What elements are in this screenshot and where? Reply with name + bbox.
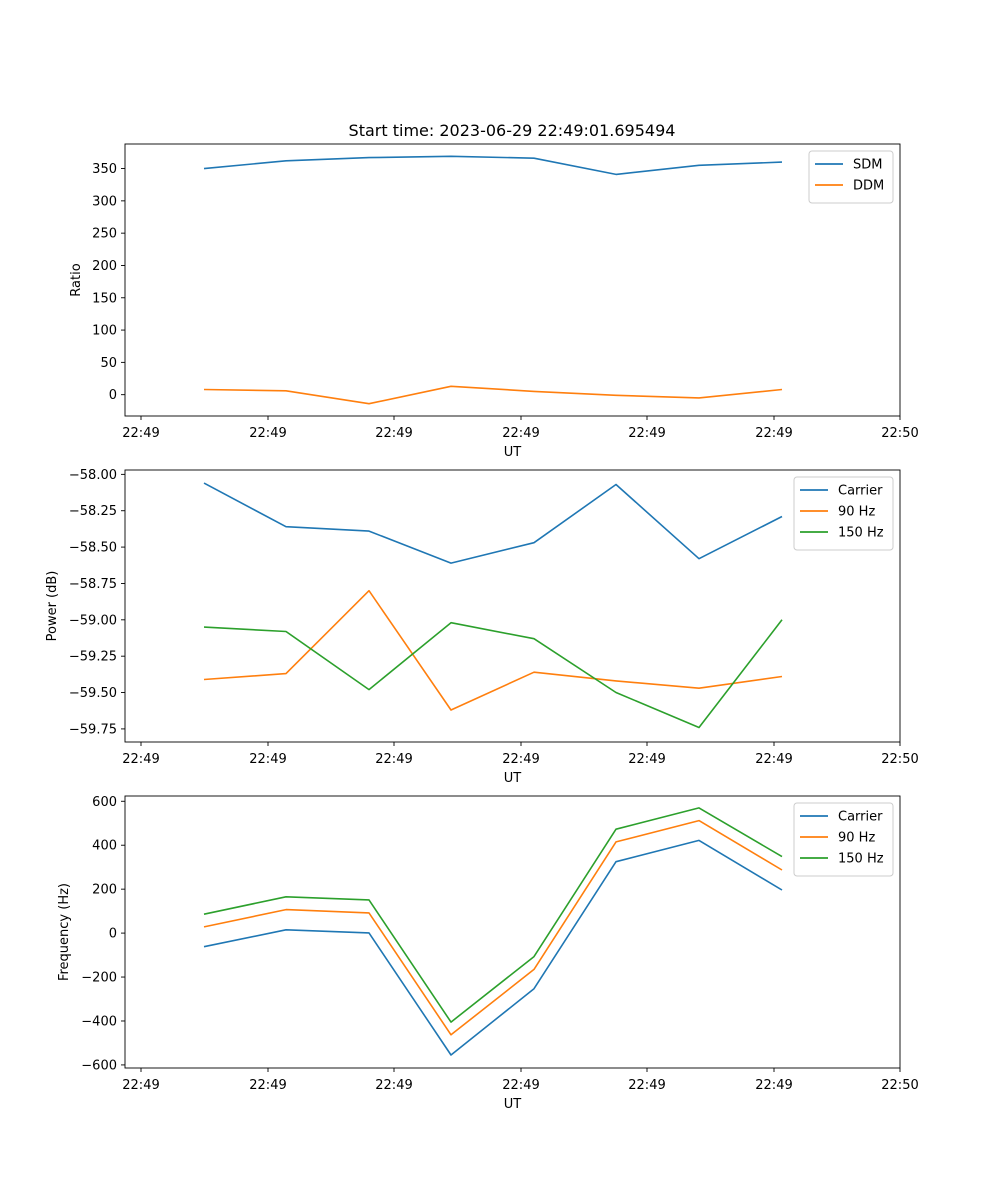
axes-frame: [124, 143, 901, 417]
y-tick-label: 50: [100, 356, 117, 371]
y-tick-label: 400: [92, 839, 117, 854]
x-tick-label: 22:49: [628, 1078, 665, 1093]
y-tick-label: −600: [81, 1058, 117, 1073]
y-tick-label: −59.25: [69, 650, 117, 665]
y-tick-label: 200: [92, 259, 117, 274]
power-axes: 22:49 22:49 22:49 22:49 22:49 22:49 22:50 UT −58…: [45, 468, 919, 786]
legend: Carrier 90 Hz 150 Hz: [793, 802, 894, 877]
x-tick-label: 22:49: [502, 426, 539, 441]
legend-label: 150 Hz: [838, 526, 884, 541]
y-tick-label: 300: [92, 194, 117, 209]
y-tick-label: 0: [109, 388, 117, 403]
y-tick-label: −59.75: [69, 722, 117, 737]
x-tick-label: 22:50: [881, 752, 918, 767]
legend-label: 90 Hz: [838, 505, 875, 520]
y-tick-label: −58.00: [69, 468, 117, 483]
series-line-ddm: [203, 385, 783, 405]
legend-label: Carrier: [838, 810, 883, 825]
y-tick-label: −400: [81, 1014, 117, 1029]
figure-title: Start time: 2023-06-29 22:49:01.695494: [349, 121, 676, 140]
y-tick-label: 200: [92, 883, 117, 898]
x-tick-label: 22:50: [881, 426, 918, 441]
x-tick-label: 22:49: [628, 752, 665, 767]
series-line-90-hz: [203, 589, 783, 711]
axes-frame: [124, 795, 901, 1069]
y-tick-label: −59.50: [69, 686, 117, 701]
x-tick-label: 22:49: [122, 752, 159, 767]
x-tick-label: 22:49: [375, 1078, 412, 1093]
x-tick-label: 22:49: [249, 426, 286, 441]
series-line-150-hz: [203, 807, 783, 1023]
legend-label: Carrier: [838, 484, 883, 499]
x-tick-label: 22:49: [122, 426, 159, 441]
y-axis-label: Frequency (Hz): [57, 883, 72, 981]
frequency-axes: 22:49 22:49 22:49 22:49 22:49 22:49 22:50 UT 600…: [57, 795, 919, 1112]
x-tick-label: 22:49: [502, 1078, 539, 1093]
y-axis-label: Power (dB): [45, 571, 60, 642]
series-line-carrier: [203, 839, 783, 1056]
x-tick-label: 22:49: [755, 752, 792, 767]
y-tick-label: 100: [92, 324, 117, 339]
axes-frame: [124, 469, 901, 743]
legend-label: 150 Hz: [838, 852, 884, 867]
x-tick-label: 22:49: [375, 426, 412, 441]
y-tick-label: −58.50: [69, 541, 117, 556]
x-tick-label: 22:49: [628, 426, 665, 441]
x-axis-label: UT: [504, 445, 522, 460]
x-tick-label: 22:49: [502, 752, 539, 767]
y-tick-label: 600: [92, 795, 117, 810]
legend-label: DDM: [853, 179, 884, 194]
x-tick-label: 22:50: [881, 1078, 918, 1093]
legend-label: 90 Hz: [838, 831, 875, 846]
series-line-150-hz: [203, 619, 783, 729]
x-tick-label: 22:49: [249, 1078, 286, 1093]
y-tick-label: 250: [92, 227, 117, 242]
ratio-axes: 22:49 22:49 22:49 22:49 22:49 22:49 22:50 UT 0 50…: [69, 143, 919, 460]
y-axis-label: Ratio: [69, 263, 84, 296]
series-line-carrier: [203, 482, 783, 564]
legend: SDM DDM: [808, 150, 894, 204]
x-tick-label: 22:49: [249, 752, 286, 767]
x-tick-label: 22:49: [755, 1078, 792, 1093]
y-tick-label: 0: [109, 927, 117, 942]
series-line-sdm: [203, 155, 783, 176]
x-axis-label: UT: [504, 1097, 522, 1112]
y-tick-label: 150: [92, 291, 117, 306]
y-tick-label: −58.75: [69, 577, 117, 592]
y-tick-label: −59.00: [69, 613, 117, 628]
legend-label: SDM: [853, 158, 882, 173]
y-tick-label: 350: [92, 162, 117, 177]
series-line-90-hz: [203, 819, 783, 1036]
legend: Carrier 90 Hz 150 Hz: [793, 476, 894, 551]
x-tick-label: 22:49: [375, 752, 412, 767]
x-axis-label: UT: [504, 771, 522, 786]
x-tick-label: 22:49: [122, 1078, 159, 1093]
y-tick-label: −58.25: [69, 504, 117, 519]
x-tick-label: 22:49: [755, 426, 792, 441]
y-tick-label: −200: [81, 971, 117, 986]
